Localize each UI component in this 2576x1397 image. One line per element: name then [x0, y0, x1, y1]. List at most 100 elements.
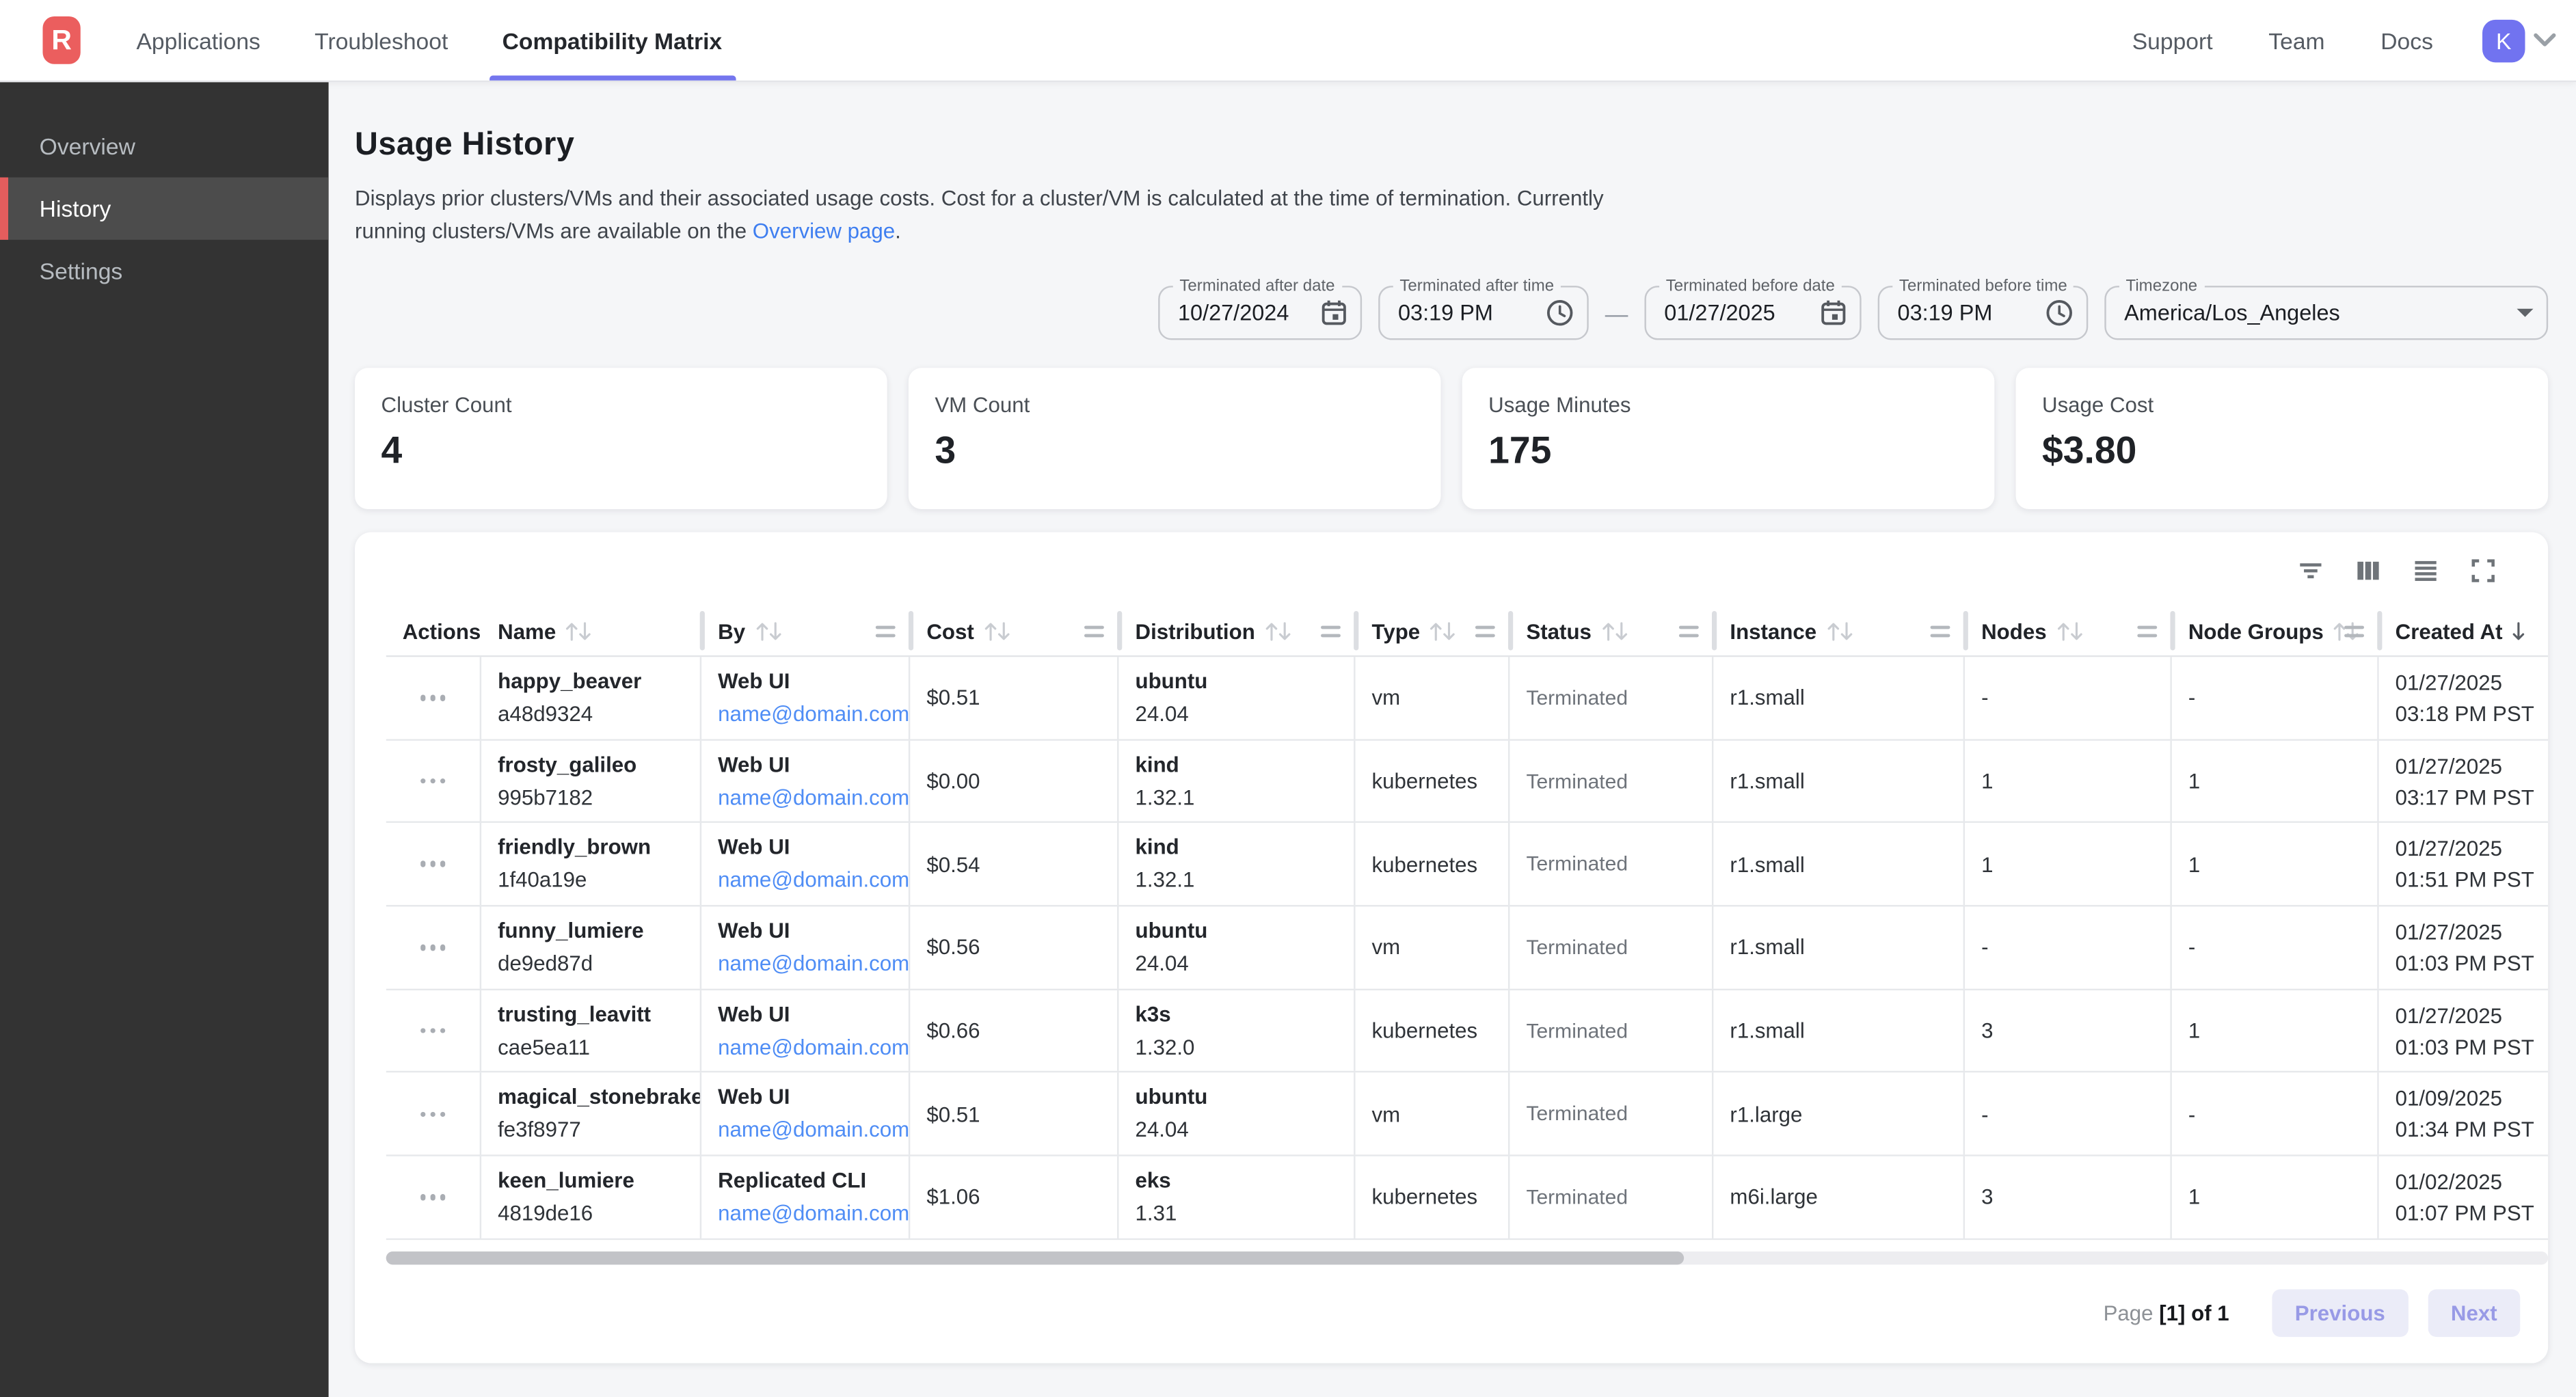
row-actions-button[interactable] — [386, 1028, 480, 1033]
sort-icons[interactable] — [566, 620, 592, 641]
row-actions-button[interactable] — [386, 695, 480, 701]
clock-icon[interactable] — [2045, 299, 2074, 327]
secondary-text: a48d9324 — [498, 698, 700, 731]
row-actions-button[interactable] — [386, 1195, 480, 1200]
overview-page-link[interactable]: Overview page — [753, 219, 895, 243]
field-value: 03:19 PM — [1398, 301, 1546, 325]
sidebar-item-settings[interactable]: Settings — [0, 240, 329, 302]
sort-icons[interactable] — [984, 620, 1010, 641]
column-header-instance[interactable]: Instance — [1713, 606, 1965, 655]
column-menu-icon[interactable] — [1475, 626, 1495, 641]
column-header-status[interactable]: Status — [1510, 606, 1713, 655]
density-icon[interactable] — [2412, 557, 2440, 585]
sort-icons[interactable] — [1601, 620, 1627, 641]
column-menu-icon[interactable] — [1931, 626, 1950, 641]
row-actions-button[interactable] — [386, 945, 480, 950]
calendar-icon[interactable] — [1321, 299, 1347, 327]
creator-email-link[interactable]: name@domain.com — [718, 781, 909, 814]
column-header-nodes[interactable]: Nodes — [1965, 606, 2172, 655]
cell-text: Terminated — [1526, 770, 1712, 793]
dropdown-icon[interactable] — [2517, 309, 2533, 317]
filter-icon[interactable] — [2296, 557, 2324, 585]
sort-desc-icon[interactable] — [2512, 620, 2525, 641]
sort-icons[interactable] — [1265, 620, 1291, 641]
column-header-created_at[interactable]: Created At — [2379, 606, 2549, 655]
column-menu-icon[interactable] — [1084, 626, 1104, 641]
terminated-after-date-input[interactable]: Terminated after date 10/27/2024 — [1158, 286, 1362, 340]
creator-email-link[interactable]: name@domain.com — [718, 698, 909, 731]
cell-node_groups: - — [2172, 1073, 2379, 1154]
creator-email-link[interactable]: name@domain.com — [718, 865, 909, 897]
clock-icon[interactable] — [1546, 299, 1574, 327]
cell-nodes: - — [1965, 907, 2172, 988]
creator-email-link[interactable]: name@domain.com — [718, 1114, 909, 1147]
primary-text: ubuntu — [1136, 665, 1354, 698]
column-header-node_groups[interactable]: Node Groups — [2172, 606, 2379, 655]
cell-text: Terminated — [1526, 853, 1712, 876]
avatar[interactable]: K — [2482, 19, 2525, 62]
sort-icons[interactable] — [1430, 620, 1456, 641]
horizontal-scrollbar-track[interactable] — [386, 1251, 2548, 1264]
column-menu-icon[interactable] — [2344, 626, 2364, 641]
sort-up-icon — [984, 620, 997, 641]
columns-icon[interactable] — [2354, 557, 2383, 585]
primary-text: kind — [1136, 831, 1354, 864]
fullscreen-icon[interactable] — [2469, 557, 2497, 585]
next-page-button[interactable]: Next — [2428, 1289, 2520, 1337]
stat-label: Cluster Count — [381, 392, 861, 417]
column-header-cost[interactable]: Cost — [910, 606, 1118, 655]
calendar-icon[interactable] — [1821, 299, 1847, 327]
cell-node_groups: - — [2172, 657, 2379, 738]
cell-text: 1 — [2188, 852, 2377, 877]
created-by-source: Web UI — [718, 665, 909, 698]
sidebar-item-overview[interactable]: Overview — [0, 115, 329, 177]
column-header-type[interactable]: Type — [1356, 606, 1510, 655]
cell-text: Terminated — [1526, 1102, 1712, 1126]
column-menu-icon[interactable] — [876, 626, 896, 641]
column-header-name[interactable]: Name — [481, 606, 701, 655]
tab-troubleshoot[interactable]: Troubleshoot — [314, 0, 448, 81]
timezone-select[interactable]: Timezone America/Los_Angeles — [2104, 286, 2548, 340]
terminated-after-time-input[interactable]: Terminated after time 03:19 PM — [1378, 286, 1589, 340]
primary-text: trusting_leavitt — [498, 998, 700, 1031]
column-menu-icon[interactable] — [2137, 626, 2157, 641]
cell-text: Terminated — [1526, 1019, 1712, 1042]
table-row: magical_stonebrakerfe3f8977Web UIname@do… — [386, 1073, 2548, 1156]
sidebar-item-history[interactable]: History — [0, 178, 329, 240]
cell-type: kubernetes — [1356, 740, 1510, 822]
nav-team[interactable]: Team — [2268, 27, 2324, 53]
column-menu-icon[interactable] — [1679, 626, 1699, 641]
table-row: happy_beavera48d9324Web UIname@domain.co… — [386, 657, 2548, 740]
user-menu[interactable]: K — [2482, 19, 2556, 62]
row-actions-button[interactable] — [386, 861, 480, 867]
nav-support[interactable]: Support — [2132, 27, 2213, 53]
terminated-before-date-input[interactable]: Terminated before date 01/27/2025 — [1644, 286, 1861, 340]
tab-applications[interactable]: Applications — [136, 0, 260, 81]
cell-node_groups: 1 — [2172, 740, 2379, 822]
sort-icons[interactable] — [755, 620, 781, 641]
cell-name: magical_stonebrakerfe3f8977 — [481, 1073, 701, 1154]
tab-compatibility-matrix[interactable]: Compatibility Matrix — [502, 0, 723, 81]
sort-icons[interactable] — [1827, 620, 1853, 641]
creator-email-link[interactable]: name@domain.com — [718, 947, 909, 980]
row-actions-button[interactable] — [386, 1111, 480, 1117]
terminated-before-time-input[interactable]: Terminated before time 03:19 PM — [1878, 286, 2089, 340]
sort-down-icon — [768, 620, 781, 641]
column-header-by[interactable]: By — [701, 606, 910, 655]
cell-name: trusting_leavittcae5ea11 — [481, 990, 701, 1071]
cell-nodes: - — [1965, 1073, 2172, 1154]
cell-distribution: ubuntu24.04 — [1118, 1073, 1355, 1154]
sort-icons[interactable] — [2056, 620, 2082, 641]
creator-email-link[interactable]: name@domain.com — [718, 1197, 909, 1230]
horizontal-scrollbar-thumb[interactable] — [386, 1251, 1684, 1264]
cell-actions — [386, 1156, 481, 1238]
creator-email-link[interactable]: name@domain.com — [718, 1031, 909, 1063]
column-menu-icon[interactable] — [1321, 626, 1341, 641]
row-actions-button[interactable] — [386, 778, 480, 784]
previous-page-button[interactable]: Previous — [2272, 1289, 2408, 1337]
cell-text: kubernetes — [1372, 1185, 1508, 1210]
column-header-distribution[interactable]: Distribution — [1118, 606, 1355, 655]
nav-docs[interactable]: Docs — [2380, 27, 2433, 53]
replicated-logo-icon[interactable]: R — [42, 16, 80, 64]
cell-instance: r1.small — [1713, 990, 1965, 1071]
